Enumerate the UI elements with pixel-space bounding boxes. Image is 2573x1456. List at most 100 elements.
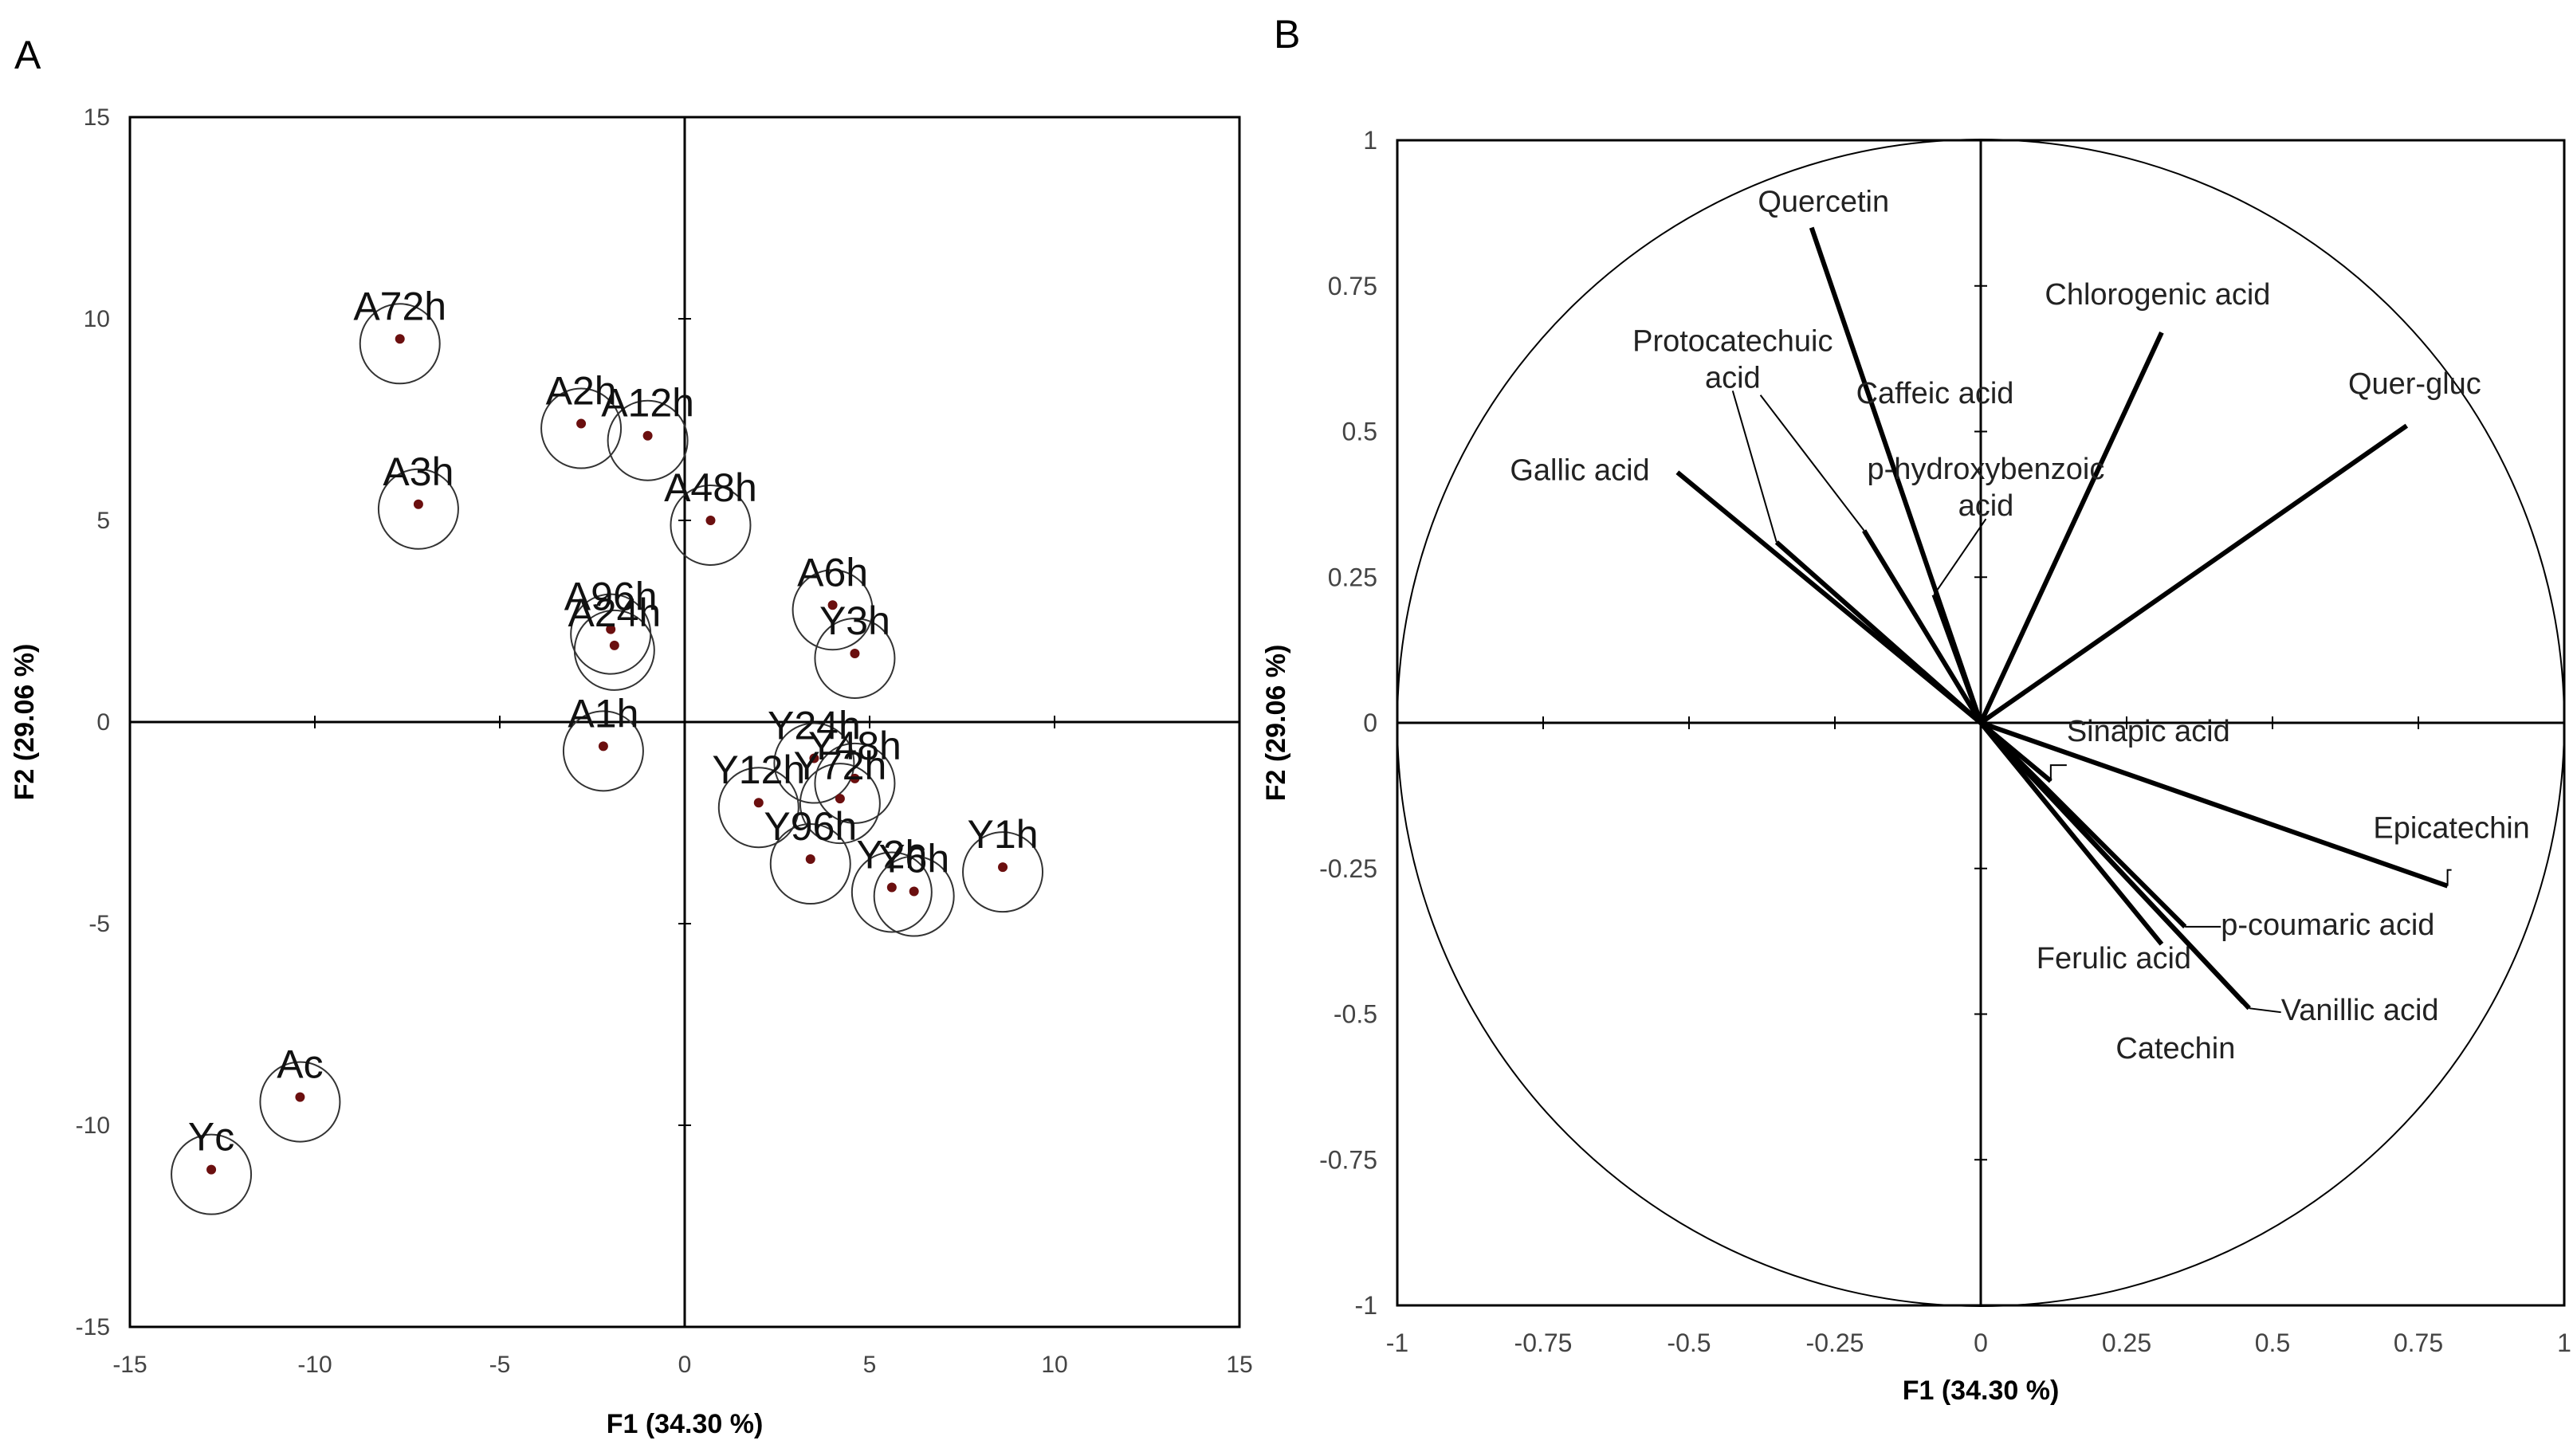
point-label: Y24h <box>768 704 861 748</box>
point-marker <box>850 773 860 783</box>
sample-point-y96h: Y96h <box>764 804 857 905</box>
sample-point-ac: Ac <box>259 1042 341 1143</box>
vector-label: Protocatechuic acid <box>1632 324 1833 394</box>
point-label: Y6h <box>878 837 949 881</box>
point-label: Y96h <box>764 804 857 849</box>
confidence-circle <box>377 468 459 550</box>
vector-label: Vanillic acid <box>2281 994 2439 1027</box>
loading-line <box>1978 721 2164 946</box>
loading-line <box>1675 470 1982 725</box>
vector-label: p-hydroxybenzoic acid <box>1868 453 2105 523</box>
x-tick-label: 0.25 <box>2102 1328 2151 1357</box>
sample-point-a3h: A3h <box>377 449 459 550</box>
sample-point-a24h: A24h <box>568 591 661 691</box>
point-label: Ac <box>277 1042 323 1087</box>
vector-caffeic-acid: Caffeic acid <box>1759 377 2013 724</box>
x-tick-label: -1 <box>1386 1328 1408 1357</box>
point-marker <box>705 516 716 525</box>
y-tick-label: 10 <box>84 306 110 332</box>
sample-point-a12h: A12h <box>601 381 694 481</box>
y-axis-title: F2 (29.06 %) <box>1261 645 1291 802</box>
point-label: Yc <box>188 1115 234 1160</box>
vector-label: Catechin <box>2115 1032 2235 1066</box>
vector-epicatechin: Epicatechin <box>1980 720 2530 889</box>
confidence-circle <box>799 763 881 845</box>
y-tick-label: 0 <box>96 709 110 736</box>
confidence-circle <box>792 569 874 651</box>
x-axis-title: F1 (34.30 %) <box>1903 1376 2060 1406</box>
point-marker <box>413 499 423 509</box>
point-label: Y1h <box>968 812 1039 857</box>
vector-quer-gluc: Quer-gluc <box>1979 367 2481 725</box>
x-tick-label: -10 <box>297 1352 332 1378</box>
vector-label: Epicatechin <box>2373 812 2529 846</box>
point-label: A48h <box>664 465 757 510</box>
point-label: Y2h <box>856 832 927 877</box>
vector-gallic-acid: Gallic acid <box>1510 454 1982 725</box>
loading-line <box>1979 423 2409 725</box>
x-tick-labels: -15 -10 -5 0 5 10 15 <box>112 1352 1252 1378</box>
sample-point-a48h: A48h <box>664 465 757 566</box>
confidence-circle <box>540 387 623 469</box>
sample-point-y12h: Y12h <box>712 748 805 849</box>
x-axis-title: F1 (34.30 %) <box>607 1409 764 1439</box>
point-label: A24h <box>568 591 661 635</box>
panel-a-label: A <box>14 33 41 77</box>
x-tick-label: 0 <box>1974 1328 1988 1357</box>
y-tick-label: 0.5 <box>1342 418 1377 446</box>
confidence-circle <box>259 1061 341 1143</box>
y-tick-label: 0.75 <box>1328 272 1377 300</box>
x-tick-label: -5 <box>489 1352 511 1378</box>
point-marker <box>805 854 815 865</box>
y-tick-label: 0.25 <box>1328 563 1377 591</box>
y-tick-label: -5 <box>88 911 110 937</box>
point-marker <box>998 862 1008 873</box>
x-tick-label: 1 <box>2557 1328 2571 1357</box>
point-label: A12h <box>601 381 694 426</box>
sample-point-a2h: A2h <box>540 369 623 469</box>
x-tick-label: -0.75 <box>1514 1328 1573 1357</box>
point-marker <box>835 794 845 804</box>
x-tick-label: 10 <box>1041 1352 1067 1378</box>
sample-point-a72h: A72h <box>353 284 446 385</box>
loading-line <box>1978 331 2164 724</box>
y-tick-label: 1 <box>1363 126 1377 155</box>
label-leader <box>1759 394 1865 532</box>
point-label: Y72h <box>793 744 886 788</box>
point-marker <box>598 741 608 752</box>
point-marker <box>609 640 619 650</box>
x-tick-label: 0.5 <box>2255 1328 2290 1357</box>
label-leader <box>2249 1007 2281 1014</box>
x-tick-label: -0.25 <box>1806 1328 1864 1357</box>
point-label: Y12h <box>712 748 805 792</box>
x-tick-label: 15 <box>1226 1352 1252 1378</box>
point-label: A3h <box>383 449 454 494</box>
confidence-circle <box>850 851 933 933</box>
confidence-circle <box>962 831 1044 913</box>
point-label: A2h <box>546 369 617 414</box>
loading-line <box>1978 720 2245 1004</box>
point-marker <box>886 882 897 893</box>
sample-point-a6h: A6h <box>792 550 874 651</box>
point-label: A72h <box>353 284 446 328</box>
vector-p-coumaric-acid: p-coumaric acid <box>1978 720 2434 942</box>
point-label: A1h <box>568 691 638 736</box>
y-tick-label: -0.75 <box>1319 1145 1377 1174</box>
vector-ferulic-acid: Ferulic acid <box>1978 721 2191 975</box>
point-label: A6h <box>797 550 868 595</box>
x-tick-label: -0.5 <box>1667 1328 1711 1357</box>
sample-point-a96h: A96h <box>564 575 658 675</box>
point-label: A96h <box>564 575 658 619</box>
point-marker <box>295 1092 305 1102</box>
point-marker <box>642 430 653 441</box>
sample-point-y24h: Y24h <box>768 704 861 804</box>
loading-line <box>1980 720 2449 889</box>
confidence-circle <box>171 1133 253 1215</box>
sample-point-y1h: Y1h <box>962 812 1044 913</box>
loading-vectors: Quercetin Chlorogenic acid Quer-gluc Protoc… <box>1510 186 2529 1066</box>
vector-label: Ferulic acid <box>2037 942 2191 975</box>
point-marker <box>576 418 587 429</box>
x-tick-labels: -1 -0.75 -0.5 -0.25 0 0.25 0.5 0.75 1 <box>1386 1328 2571 1357</box>
vector-catechin: Catechin <box>1978 720 2245 1066</box>
y-tick-label: -10 <box>76 1113 110 1139</box>
